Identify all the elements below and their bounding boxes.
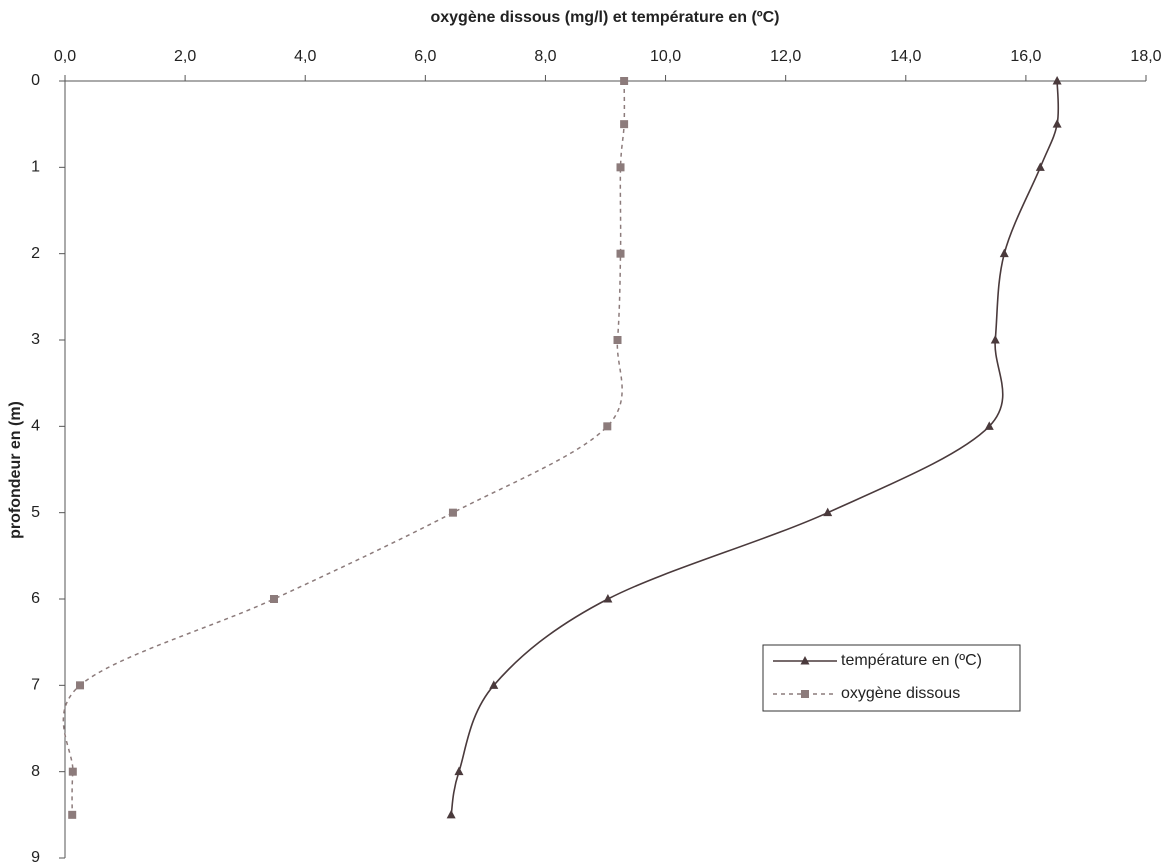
legend-box [762,644,1021,712]
marker [454,766,464,776]
marker [1052,76,1062,85]
marker [603,422,612,431]
marker [616,249,625,258]
legend-label: température en (ºC) [841,652,982,669]
y-tick-label: 9 [31,849,40,866]
y-tick-label: 5 [31,504,40,521]
y-axis-label: profondeur en (m) [7,401,24,539]
y-tick-label: 7 [31,677,40,694]
y-tick-label: 1 [31,159,40,176]
x-tick-label: 6,0 [414,48,436,65]
x-tick-label: 18,0 [1130,48,1161,65]
legend-label: oxygène dissous [841,685,960,702]
y-tick-label: 6 [31,590,40,607]
marker [76,681,85,690]
x-tick-label: 12,0 [770,48,801,65]
series-line [62,80,626,815]
y-tick-label: 0 [31,72,40,89]
marker [823,507,833,517]
marker [68,767,77,776]
marker [984,421,994,430]
x-tick-label: 2,0 [174,48,196,65]
legend-marker [801,690,809,698]
marker [990,335,1000,344]
x-tick-label: 16,0 [1010,48,1041,65]
y-tick-label: 2 [31,245,40,262]
marker [999,248,1009,258]
chart-title: oxygène dissous (mg/l) et température en… [430,9,779,26]
marker [620,120,629,129]
legend-marker [800,656,810,665]
marker [603,594,613,603]
marker [448,508,457,517]
marker [489,680,499,689]
x-tick-label: 8,0 [534,48,556,65]
x-tick-label: 14,0 [890,48,921,65]
x-tick-label: 0,0 [54,48,76,65]
marker [1052,119,1062,128]
y-tick-label: 8 [31,763,40,780]
marker [613,336,622,344]
marker [1035,162,1045,171]
marker [620,77,629,85]
marker [446,809,456,819]
x-tick-label: 4,0 [294,48,316,65]
marker [616,163,625,172]
marker [269,595,278,603]
y-tick-label: 3 [31,331,40,348]
marker [68,810,77,819]
y-tick-label: 4 [31,418,40,435]
x-tick-label: 10,0 [650,48,681,65]
